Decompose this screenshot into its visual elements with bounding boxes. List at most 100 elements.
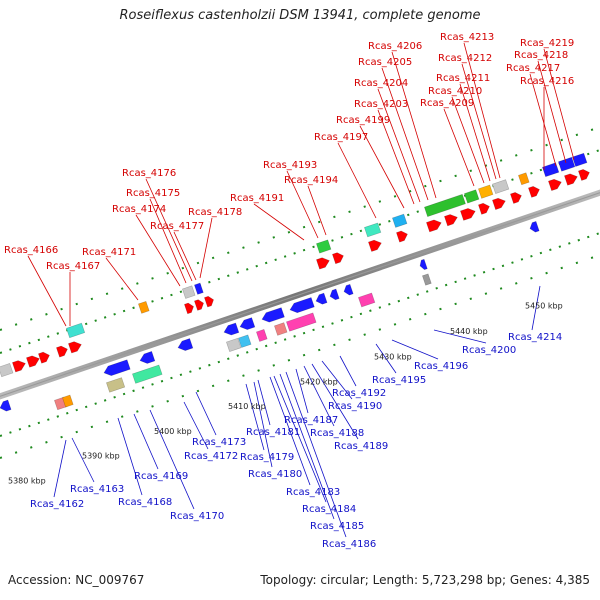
forward-gene [578, 169, 590, 181]
scale-tick-label: 5380 kbp [8, 476, 46, 485]
forward-gene-label[interactable]: Rcas_4166 [4, 245, 58, 256]
forward-gene-label[interactable]: Rcas_4178 [188, 207, 242, 218]
leader-line [295, 368, 309, 414]
forward-gene-box [182, 285, 196, 299]
reverse-gene [139, 351, 156, 364]
reverse-gene [289, 297, 315, 314]
reverse-gene-label[interactable]: Rcas_4180 [248, 469, 302, 480]
forward-gene [316, 257, 330, 270]
forward-gene-label[interactable]: Rcas_4211 [436, 73, 490, 84]
reverse-gene-label[interactable]: Rcas_4170 [170, 511, 224, 522]
forward-gene [564, 173, 578, 186]
reverse-gene-label[interactable]: Rcas_4184 [302, 504, 356, 515]
reverse-gene-box [286, 312, 317, 332]
leader-line [339, 355, 357, 387]
forward-gene [510, 192, 522, 204]
reverse-gene-label[interactable]: Rcas_4181 [246, 427, 300, 438]
forward-gene-label[interactable]: Rcas_4213 [440, 32, 494, 43]
reverse-gene-label[interactable]: Rcas_4200 [462, 345, 516, 356]
forward-gene [184, 302, 194, 315]
leader-line [391, 51, 437, 199]
leader-line [537, 60, 567, 164]
forward-gene-label[interactable]: Rcas_4177 [150, 221, 204, 232]
forward-gene-label[interactable]: Rcas_4176 [122, 168, 176, 179]
reverse-gene-label[interactable]: Rcas_4196 [414, 361, 468, 372]
forward-gene-label[interactable]: Rcas_4191 [230, 193, 284, 204]
forward-gene [368, 239, 382, 252]
reverse-gene-label[interactable]: Rcas_4187 [284, 415, 338, 426]
forward-gene-label[interactable]: Rcas_4209 [420, 98, 474, 109]
reverse-gene [419, 258, 428, 271]
forward-gene-label[interactable]: Rcas_4212 [438, 53, 492, 64]
forward-gene-label[interactable]: Rcas_4171 [82, 247, 136, 258]
leader-line [149, 409, 195, 510]
leader-line [285, 371, 347, 538]
forward-gene-box [316, 239, 332, 254]
reverse-gene-label[interactable]: Rcas_4173 [192, 437, 246, 448]
forward-gene [426, 219, 442, 233]
forward-gene-box [558, 156, 576, 172]
reverse-gene-label[interactable]: Rcas_4163 [70, 484, 124, 495]
reverse-gene-label[interactable]: Rcas_4162 [30, 499, 84, 510]
leader-line [273, 375, 327, 503]
forward-gene-label[interactable]: Rcas_4217 [506, 63, 560, 74]
forward-gene-box [478, 184, 494, 199]
forward-gene-label[interactable]: Rcas_4203 [354, 99, 408, 110]
scale-tick-label: 5440 kbp [450, 327, 488, 336]
leader-line [173, 231, 197, 281]
forward-gene-box [194, 282, 204, 295]
forward-gene-label[interactable]: Rcas_4218 [514, 50, 568, 61]
reverse-gene-box [238, 334, 252, 348]
leader-line [377, 88, 421, 203]
reverse-gene-label[interactable]: Rcas_4195 [372, 375, 426, 386]
leader-line [303, 365, 335, 427]
forward-gene-label[interactable]: Rcas_4205 [358, 57, 412, 68]
forward-gene-label[interactable]: Rcas_4210 [428, 86, 482, 97]
reverse-gene-label[interactable]: Rcas_4172 [184, 451, 238, 462]
reverse-gene-label[interactable]: Rcas_4179 [240, 452, 294, 463]
reverse-gene-label[interactable]: Rcas_4183 [286, 487, 340, 498]
reverse-gene-label[interactable]: Rcas_4190 [328, 401, 382, 412]
reverse-gene-label[interactable]: Rcas_4188 [310, 428, 364, 439]
leader-line [257, 379, 271, 426]
forward-gene-label[interactable]: Rcas_4199 [336, 115, 390, 126]
forward-gene [444, 214, 458, 227]
leader-line [286, 170, 319, 239]
forward-gene [492, 197, 506, 210]
forward-gene-label[interactable]: Rcas_4197 [314, 132, 368, 143]
forward-gene-label[interactable]: Rcas_4174 [112, 204, 166, 215]
leader-line [307, 185, 327, 236]
reverse-gene-box [422, 273, 432, 286]
accession-text: Accession: NC_009767 [8, 573, 145, 587]
leader-line [253, 381, 273, 468]
scale-tick-label: 5390 kbp [82, 451, 120, 460]
leader-line [53, 439, 67, 498]
forward-gene-box [424, 193, 466, 217]
reverse-gene-label[interactable]: Rcas_4186 [322, 539, 376, 550]
reverse-gene-label[interactable]: Rcas_4169 [134, 471, 188, 482]
forward-gene-label[interactable]: Rcas_4206 [368, 41, 422, 52]
forward-gene-label[interactable]: Rcas_4193 [263, 160, 317, 171]
reverse-gene-label[interactable]: Rcas_4168 [118, 497, 172, 508]
forward-gene [548, 178, 562, 192]
leader-line [463, 42, 501, 179]
leader-line [269, 376, 311, 486]
forward-gene-box [392, 213, 408, 228]
reverse-gene-label[interactable]: Rcas_4214 [508, 332, 562, 343]
forward-gene-label[interactable]: Rcas_4204 [354, 78, 408, 89]
reverse-gene [0, 399, 12, 412]
leader-line [433, 329, 487, 344]
reverse-gene-label[interactable]: Rcas_4189 [334, 441, 388, 452]
reverse-genes [0, 221, 540, 412]
forward-gene-label[interactable]: Rcas_4167 [46, 261, 100, 272]
leader-line [443, 108, 475, 187]
reverse-gene-label[interactable]: Rcas_4192 [332, 388, 386, 399]
forward-gene-label[interactable]: Rcas_4175 [126, 188, 180, 199]
forward-gene-label[interactable]: Rcas_4219 [520, 38, 574, 49]
forward-gene-label[interactable]: Rcas_4216 [520, 76, 574, 87]
forward-gene-label[interactable]: Rcas_4194 [284, 175, 338, 186]
reverse-gene-label[interactable]: Rcas_4185 [310, 521, 364, 532]
leader-line [377, 109, 415, 205]
forward-gene-box [572, 152, 588, 167]
leader-line [311, 363, 359, 440]
